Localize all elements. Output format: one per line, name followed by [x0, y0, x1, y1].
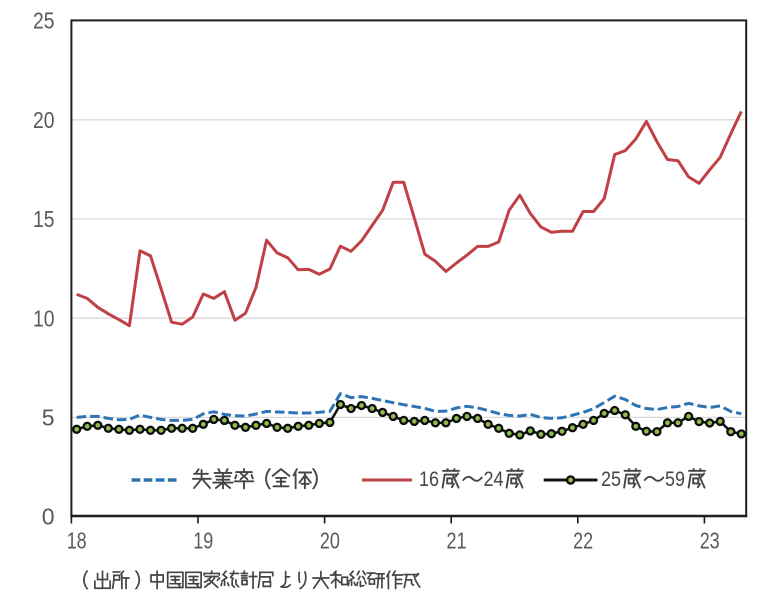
- svg-text:20: 20: [320, 527, 340, 553]
- svg-text:59: 59: [665, 468, 685, 491]
- svg-text:21: 21: [447, 527, 467, 553]
- svg-text:18: 18: [67, 527, 87, 553]
- svg-text:23: 23: [700, 527, 720, 553]
- svg-text:25: 25: [601, 468, 621, 491]
- svg-text:16: 16: [419, 468, 439, 491]
- svg-text:10: 10: [33, 305, 55, 331]
- svg-text:15: 15: [33, 206, 55, 232]
- svg-text:22: 22: [573, 527, 593, 553]
- svg-text:25: 25: [33, 8, 55, 34]
- svg-text:0: 0: [42, 503, 55, 529]
- svg-text:5: 5: [42, 405, 55, 431]
- svg-text:20: 20: [33, 107, 55, 133]
- svg-text:24: 24: [484, 468, 504, 491]
- svg-text:19: 19: [193, 527, 213, 553]
